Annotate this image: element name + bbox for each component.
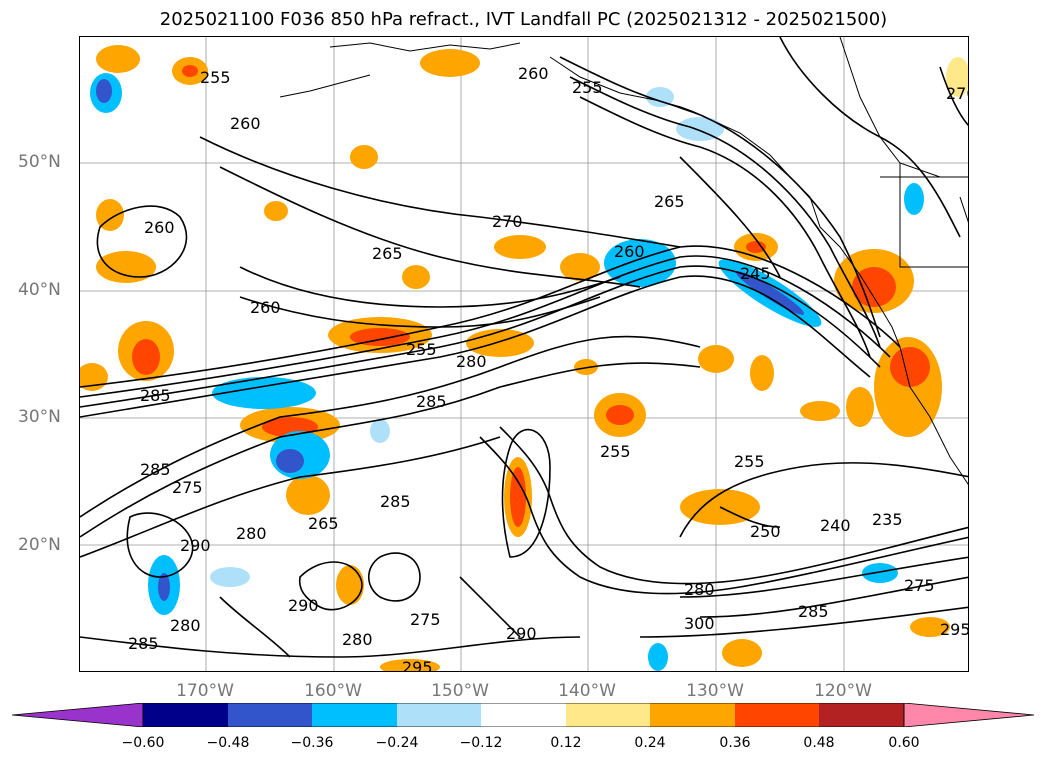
contour-label: 280 <box>170 616 201 635</box>
contour-lines <box>80 37 968 658</box>
contour-label: 295 <box>940 620 969 639</box>
colorbar-segment <box>397 703 481 727</box>
contour-label: 260 <box>144 218 175 237</box>
contour-label: 270 <box>492 212 523 231</box>
colorbar-tick: −0.24 <box>375 735 419 751</box>
contour-label: 290 <box>506 624 537 643</box>
colorbar-outline <box>142 703 905 727</box>
contour-label: 260 <box>614 242 645 261</box>
lon-label-140w: 140°W <box>558 681 616 701</box>
contour-label: 275 <box>172 478 203 497</box>
contour-label: 260 <box>250 298 281 317</box>
colorbar-segment <box>12 703 144 727</box>
contour-label: 265 <box>308 514 339 533</box>
contour-label: 255 <box>406 340 437 359</box>
contour-label: 295 <box>402 658 433 672</box>
contour-label: 270 <box>946 84 969 103</box>
contour-label: 280 <box>456 352 487 371</box>
colorbar-tick: 0.24 <box>634 735 666 751</box>
map-title: 2025021100 F036 850 hPa refract., IVT La… <box>159 9 888 30</box>
contour-label: 275 <box>410 610 441 629</box>
colorbar-tick: 0.48 <box>803 735 835 751</box>
contour-label: 290 <box>288 596 319 615</box>
contour-label: 255 <box>600 442 631 461</box>
contour-label: 250 <box>750 522 781 541</box>
contour-label: 260 <box>230 114 261 133</box>
lon-label-150w: 150°W <box>431 681 489 701</box>
contour-label: 285 <box>140 386 171 405</box>
contour-label: 255 <box>734 452 765 471</box>
colorbar-segment <box>903 703 1035 727</box>
contour-label: 265 <box>654 192 685 211</box>
lon-label-170w: 170°W <box>176 681 234 701</box>
colorbar-segment <box>735 703 819 727</box>
negative-anomaly-patches <box>90 73 924 671</box>
colorbar-segment <box>650 703 735 727</box>
lat-label-50n: 50°N <box>18 152 61 172</box>
contour-label: 265 <box>372 244 403 263</box>
contour-label: 285 <box>798 602 829 621</box>
colorbar-tick: 0.12 <box>550 735 582 751</box>
contour-label: 235 <box>872 510 903 529</box>
contour-label: 275 <box>904 576 935 595</box>
contour-label: 285 <box>416 392 447 411</box>
contour-label: 280 <box>342 630 373 649</box>
contour-label: 285 <box>380 492 411 511</box>
contour-label: 280 <box>684 580 715 599</box>
lat-label-20n: 20°N <box>18 535 61 555</box>
map-canvas: 255 260 260 255 270 265 260 245 255 280 … <box>80 37 969 672</box>
colorbar-tick: −0.48 <box>206 735 250 751</box>
colorbar <box>12 703 1035 727</box>
colorbar-tick: −0.36 <box>290 735 334 751</box>
contour-label: 255 <box>572 78 603 97</box>
lon-label-120w: 120°W <box>814 681 872 701</box>
colorbar-tick: −0.60 <box>121 735 165 751</box>
colorbar-segment <box>228 703 312 727</box>
contour-label-group: 255 260 260 255 270 265 260 245 255 280 … <box>128 64 969 672</box>
colorbar-segment <box>481 703 566 727</box>
contour-label: 260 <box>518 64 549 83</box>
colorbar-segment <box>819 703 904 727</box>
colorbar-segment <box>566 703 650 727</box>
lat-label-30n: 30°N <box>18 407 61 427</box>
contour-label: 240 <box>820 516 851 535</box>
contour-label: 300 <box>684 614 715 633</box>
contour-label: 285 <box>140 460 171 479</box>
colorbar-tick: −0.12 <box>459 735 503 751</box>
colorbar-tick: 0.60 <box>888 735 920 751</box>
contour-label: 245 <box>740 264 771 283</box>
contour-label: 290 <box>180 536 211 555</box>
colorbar-segment <box>143 703 228 727</box>
contour-label: 280 <box>236 524 267 543</box>
map-panel[interactable]: 255 260 260 255 270 265 260 245 255 280 … <box>79 36 969 672</box>
contour-label: 285 <box>128 634 159 653</box>
lon-label-160w: 160°W <box>304 681 362 701</box>
colorbar-segment <box>312 703 397 727</box>
positive-anomaly-patches <box>80 45 968 671</box>
lon-label-130w: 130°W <box>686 681 744 701</box>
colorbar-tick: 0.36 <box>719 735 751 751</box>
lat-label-40n: 40°N <box>18 280 61 300</box>
contour-label: 255 <box>200 68 231 87</box>
